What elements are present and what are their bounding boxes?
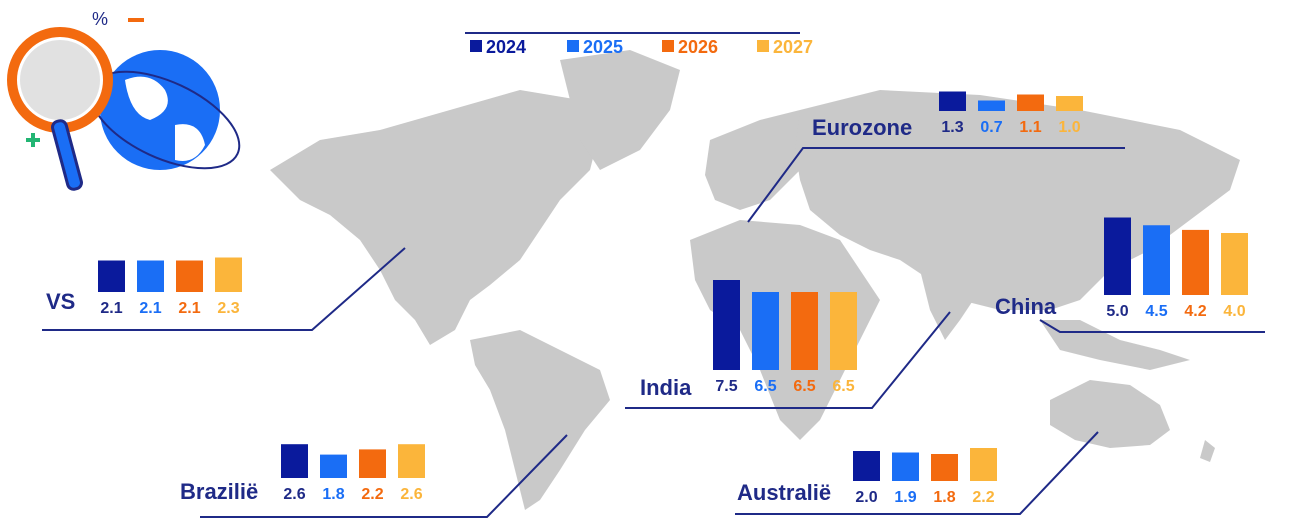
bar-eurozone-2026: [1017, 94, 1044, 111]
bar-group-india: India 7.5 6.5 6.5 6.5: [640, 280, 857, 400]
bar-value-australi--2024: 2.0: [855, 489, 877, 506]
bar-value-brazili--2026: 2.2: [361, 486, 383, 503]
bar-value-australi--2027: 2.2: [972, 489, 994, 506]
bar-australi--2025: [892, 452, 919, 481]
legend-label-2025: 2025: [583, 37, 623, 57]
bar-value-vs-2027: 2.3: [217, 300, 239, 317]
legend-label-2024: 2024: [486, 37, 526, 57]
leader-line-brazil: [200, 434, 568, 518]
bar-brazili--2027: [398, 444, 425, 478]
bar-australi--2027: [970, 448, 997, 481]
bar-value-china-2024: 5.0: [1106, 303, 1128, 320]
region-label-australi-: Australië: [737, 480, 831, 505]
bar-china-2026: [1182, 229, 1209, 295]
bar-value-brazili--2027: 2.6: [400, 486, 422, 503]
leader-line-australia: [735, 431, 1099, 515]
bar-vs-2027: [215, 257, 242, 292]
bar-value-australi--2026: 1.8: [933, 489, 955, 506]
bar-eurozone-2025: [978, 100, 1005, 111]
bar-vs-2026: [176, 260, 203, 292]
bar-india-2026: [791, 292, 818, 370]
bar-group-australi-: Australië 2.0 1.9 1.8 2.2: [737, 448, 997, 506]
bar-india-2025: [752, 292, 779, 370]
bar-value-eurozone-2025: 0.7: [980, 119, 1002, 136]
bar-value-vs-2026: 2.1: [178, 300, 200, 317]
bar-group-vs: VS 2.1 2.1 2.1 2.3: [46, 257, 242, 317]
bar-value-eurozone-2027: 1.0: [1058, 119, 1080, 136]
bar-group-brazili-: Brazilië 2.6 1.8 2.2 2.6: [180, 444, 425, 504]
region-label-brazili-: Brazilië: [180, 479, 258, 504]
bar-china-2024: [1104, 217, 1131, 295]
region-label-china: China: [995, 294, 1057, 319]
magnifier-globe-icon: %: [7, 9, 241, 191]
leader-line-vs: [42, 247, 406, 331]
bar-group-china: China 5.0 4.5 4.2 4.0: [995, 217, 1248, 320]
legend-swatch-2025: [567, 40, 579, 52]
bar-china-2027: [1221, 233, 1248, 295]
legend-swatch-2027: [757, 40, 769, 52]
bar-brazili--2026: [359, 449, 386, 478]
percent-icon: %: [92, 9, 108, 29]
bar-vs-2024: [98, 260, 125, 292]
leader-line-eurozone: [747, 147, 1125, 223]
bar-eurozone-2027: [1056, 96, 1083, 111]
bar-value-vs-2024: 2.1: [100, 300, 122, 317]
legend: 2024 2025 2026 2027: [465, 32, 813, 57]
bar-value-australi--2025: 1.9: [894, 489, 916, 506]
bar-value-china-2027: 4.0: [1223, 303, 1245, 320]
bar-value-vs-2025: 2.1: [139, 300, 161, 317]
bar-china-2025: [1143, 225, 1170, 295]
bar-australi--2026: [931, 454, 958, 481]
bar-brazili--2025: [320, 454, 347, 478]
region-label-eurozone: Eurozone: [812, 115, 912, 140]
bar-group-eurozone: Eurozone 1.3 0.7 1.1 1.0: [812, 91, 1083, 140]
bar-value-brazili--2025: 1.8: [322, 486, 344, 503]
bar-value-eurozone-2026: 1.1: [1019, 119, 1041, 136]
bar-vs-2025: [137, 260, 164, 292]
bar-india-2027: [830, 292, 857, 370]
bar-value-brazili--2024: 2.6: [283, 486, 305, 503]
bar-eurozone-2024: [939, 91, 966, 111]
plus-icon: [26, 133, 40, 147]
legend-swatch-2026: [662, 40, 674, 52]
bar-india-2024: [713, 280, 740, 370]
bar-value-china-2026: 4.2: [1184, 303, 1206, 320]
bar-brazili--2024: [281, 444, 308, 478]
bar-value-india-2026: 6.5: [793, 378, 815, 395]
legend-label-2027: 2027: [773, 37, 813, 57]
minus-icon: [128, 18, 144, 22]
world-map: [270, 50, 1240, 510]
bar-australi--2024: [853, 451, 880, 481]
bar-value-india-2027: 6.5: [832, 378, 854, 395]
legend-label-2026: 2026: [678, 37, 718, 57]
bar-value-china-2025: 4.5: [1145, 303, 1167, 320]
bar-value-india-2024: 7.5: [715, 378, 737, 395]
bar-value-india-2025: 6.5: [754, 378, 776, 395]
region-label-vs: VS: [46, 289, 75, 314]
leader-lines: [42, 147, 1265, 518]
region-label-india: India: [640, 375, 692, 400]
leader-line-china: [1039, 319, 1265, 333]
legend-swatch-2024: [470, 40, 482, 52]
bar-value-eurozone-2024: 1.3: [941, 119, 963, 136]
leader-line-india: [625, 311, 951, 409]
